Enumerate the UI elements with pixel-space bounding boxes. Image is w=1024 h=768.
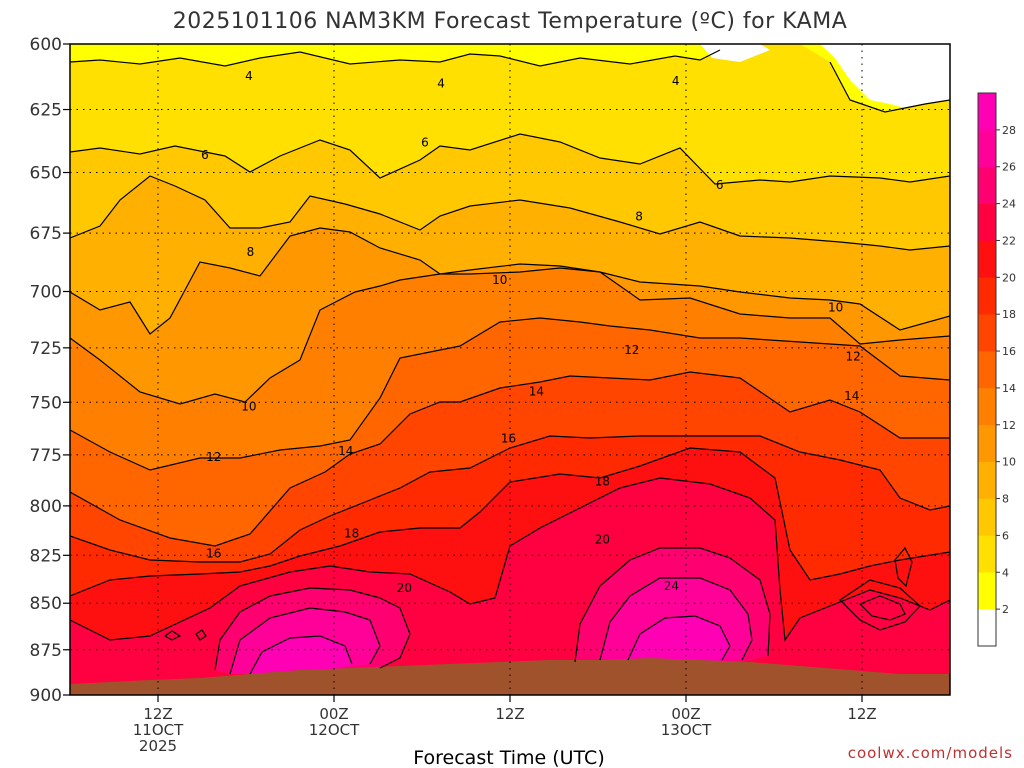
vertical-gridlines [157, 44, 863, 695]
credit-link[interactable]: coolwx.com/models [848, 744, 1013, 762]
colorbar-tick-label: 16 [1002, 345, 1016, 358]
colorbar-swatch [978, 387, 996, 426]
contour-label: 20 [397, 581, 412, 595]
colorbar-swatch [978, 424, 996, 462]
contour-lines [70, 49, 950, 675]
y-tick-label: 700 [30, 282, 62, 302]
y-tick-label: 625 [30, 101, 62, 121]
y-tick-label: 725 [30, 339, 62, 359]
contour-label: 10 [828, 300, 843, 314]
y-tick-label: 675 [30, 224, 62, 244]
y-tick-label: 850 [30, 594, 62, 614]
colorbar-swatch [978, 203, 996, 241]
contour-label: 8 [635, 209, 643, 223]
contour-labels: 4 4 4 6 6 6 8 8 10 10 10 12 12 12 14 14 14 16 16 18 18 20 20 24 [201, 69, 861, 595]
contour-label: 10 [241, 400, 256, 414]
contour-label: 16 [206, 546, 221, 560]
colorbar-swatch [978, 277, 996, 315]
surface-terrain [70, 658, 950, 695]
colorbar-swatch [978, 240, 996, 278]
y-tick-label: 650 [30, 164, 62, 184]
contour-label: 8 [247, 245, 255, 259]
contour-label: 6 [421, 136, 429, 150]
colorbar-swatch [978, 535, 996, 573]
y-tick-label: 875 [30, 641, 62, 661]
colorbar-swatch [978, 93, 996, 131]
contour-label: 12 [846, 350, 861, 364]
x-tick-label: 11OCT [133, 721, 184, 739]
contour-label: 18 [344, 527, 359, 541]
x-tick-label: 13OCT [661, 721, 712, 739]
y-tick-label: 900 [30, 686, 62, 706]
colorbar-swatch [978, 166, 996, 204]
contour-label: 6 [716, 178, 724, 192]
y-tick-label: 775 [30, 446, 62, 466]
colorbar-tick-label: 2 [1002, 603, 1009, 616]
contour-label: 24 [664, 579, 679, 593]
x-tick-label: 12Z [847, 705, 876, 723]
colorbar-tick-label: 12 [1002, 419, 1016, 432]
contour-label: 10 [492, 273, 507, 287]
contour-label: 14 [529, 385, 544, 399]
colorbar-tick-label: 8 [1002, 493, 1009, 506]
colorbar-tick-label: 10 [1002, 456, 1016, 469]
band-26-28 [230, 578, 752, 674]
contour-label: 4 [245, 69, 253, 83]
colorbar-tick-label: 6 [1002, 529, 1009, 542]
colorbar-swatch [978, 572, 996, 610]
contour-label: 18 [595, 475, 610, 489]
contour-label: 14 [338, 444, 353, 458]
colorbar-swatch [978, 609, 996, 647]
y-tick-label: 800 [30, 497, 62, 517]
colorbar-swatch [978, 461, 996, 499]
x-tick-label: 2025 [139, 737, 177, 755]
colorbar-swatch [978, 351, 996, 389]
band-lt-2 [700, 44, 950, 108]
colorbar-tick-label: 20 [1002, 271, 1016, 284]
x-tick-label: 00Z [319, 705, 348, 723]
contour-label: 6 [201, 148, 209, 162]
colorbar-tick-label: 4 [1002, 566, 1009, 579]
contour-label: 20 [595, 533, 610, 547]
plot-area [70, 44, 950, 695]
x-tick-label: 12OCT [309, 721, 360, 739]
contour-label: 12 [206, 450, 221, 464]
x-tick-label: 12Z [495, 705, 524, 723]
contour-label: 14 [844, 389, 859, 403]
x-axis-label: Forecast Time (UTC) [413, 747, 604, 768]
x-tick-label: 00Z [671, 705, 700, 723]
y-tick-label: 600 [30, 35, 62, 55]
chart-title: 2025101106 NAM3KM Forecast Temperature (… [173, 9, 848, 34]
contour-label: 16 [501, 431, 516, 445]
x-tick-label: 12Z [143, 705, 172, 723]
y-tick-label: 750 [30, 393, 62, 413]
contour-label: 4 [437, 77, 445, 91]
colorbar-tick-label: 22 [1002, 234, 1016, 247]
colorbar-swatch [978, 498, 996, 536]
colorbar-tick-label: 24 [1002, 198, 1016, 211]
contour-label: 12 [624, 343, 639, 357]
colorbar-tick-label: 18 [1002, 308, 1016, 321]
y-axis: 600 625 650 675 700 725 750 775 800 825 850 875 900 [30, 35, 70, 706]
colorbar-frame [977, 92, 997, 647]
colorbar-tick-label: 26 [1002, 161, 1016, 174]
contour-label: 4 [672, 74, 680, 88]
colorbar-tick-label: 14 [1002, 382, 1016, 395]
colorbar-tick-label: 28 [1002, 124, 1016, 137]
colorbar-swatch [978, 314, 996, 352]
colorbar-swatch [978, 129, 996, 168]
band-gt-28 [250, 616, 730, 674]
y-tick-label: 825 [30, 546, 62, 566]
